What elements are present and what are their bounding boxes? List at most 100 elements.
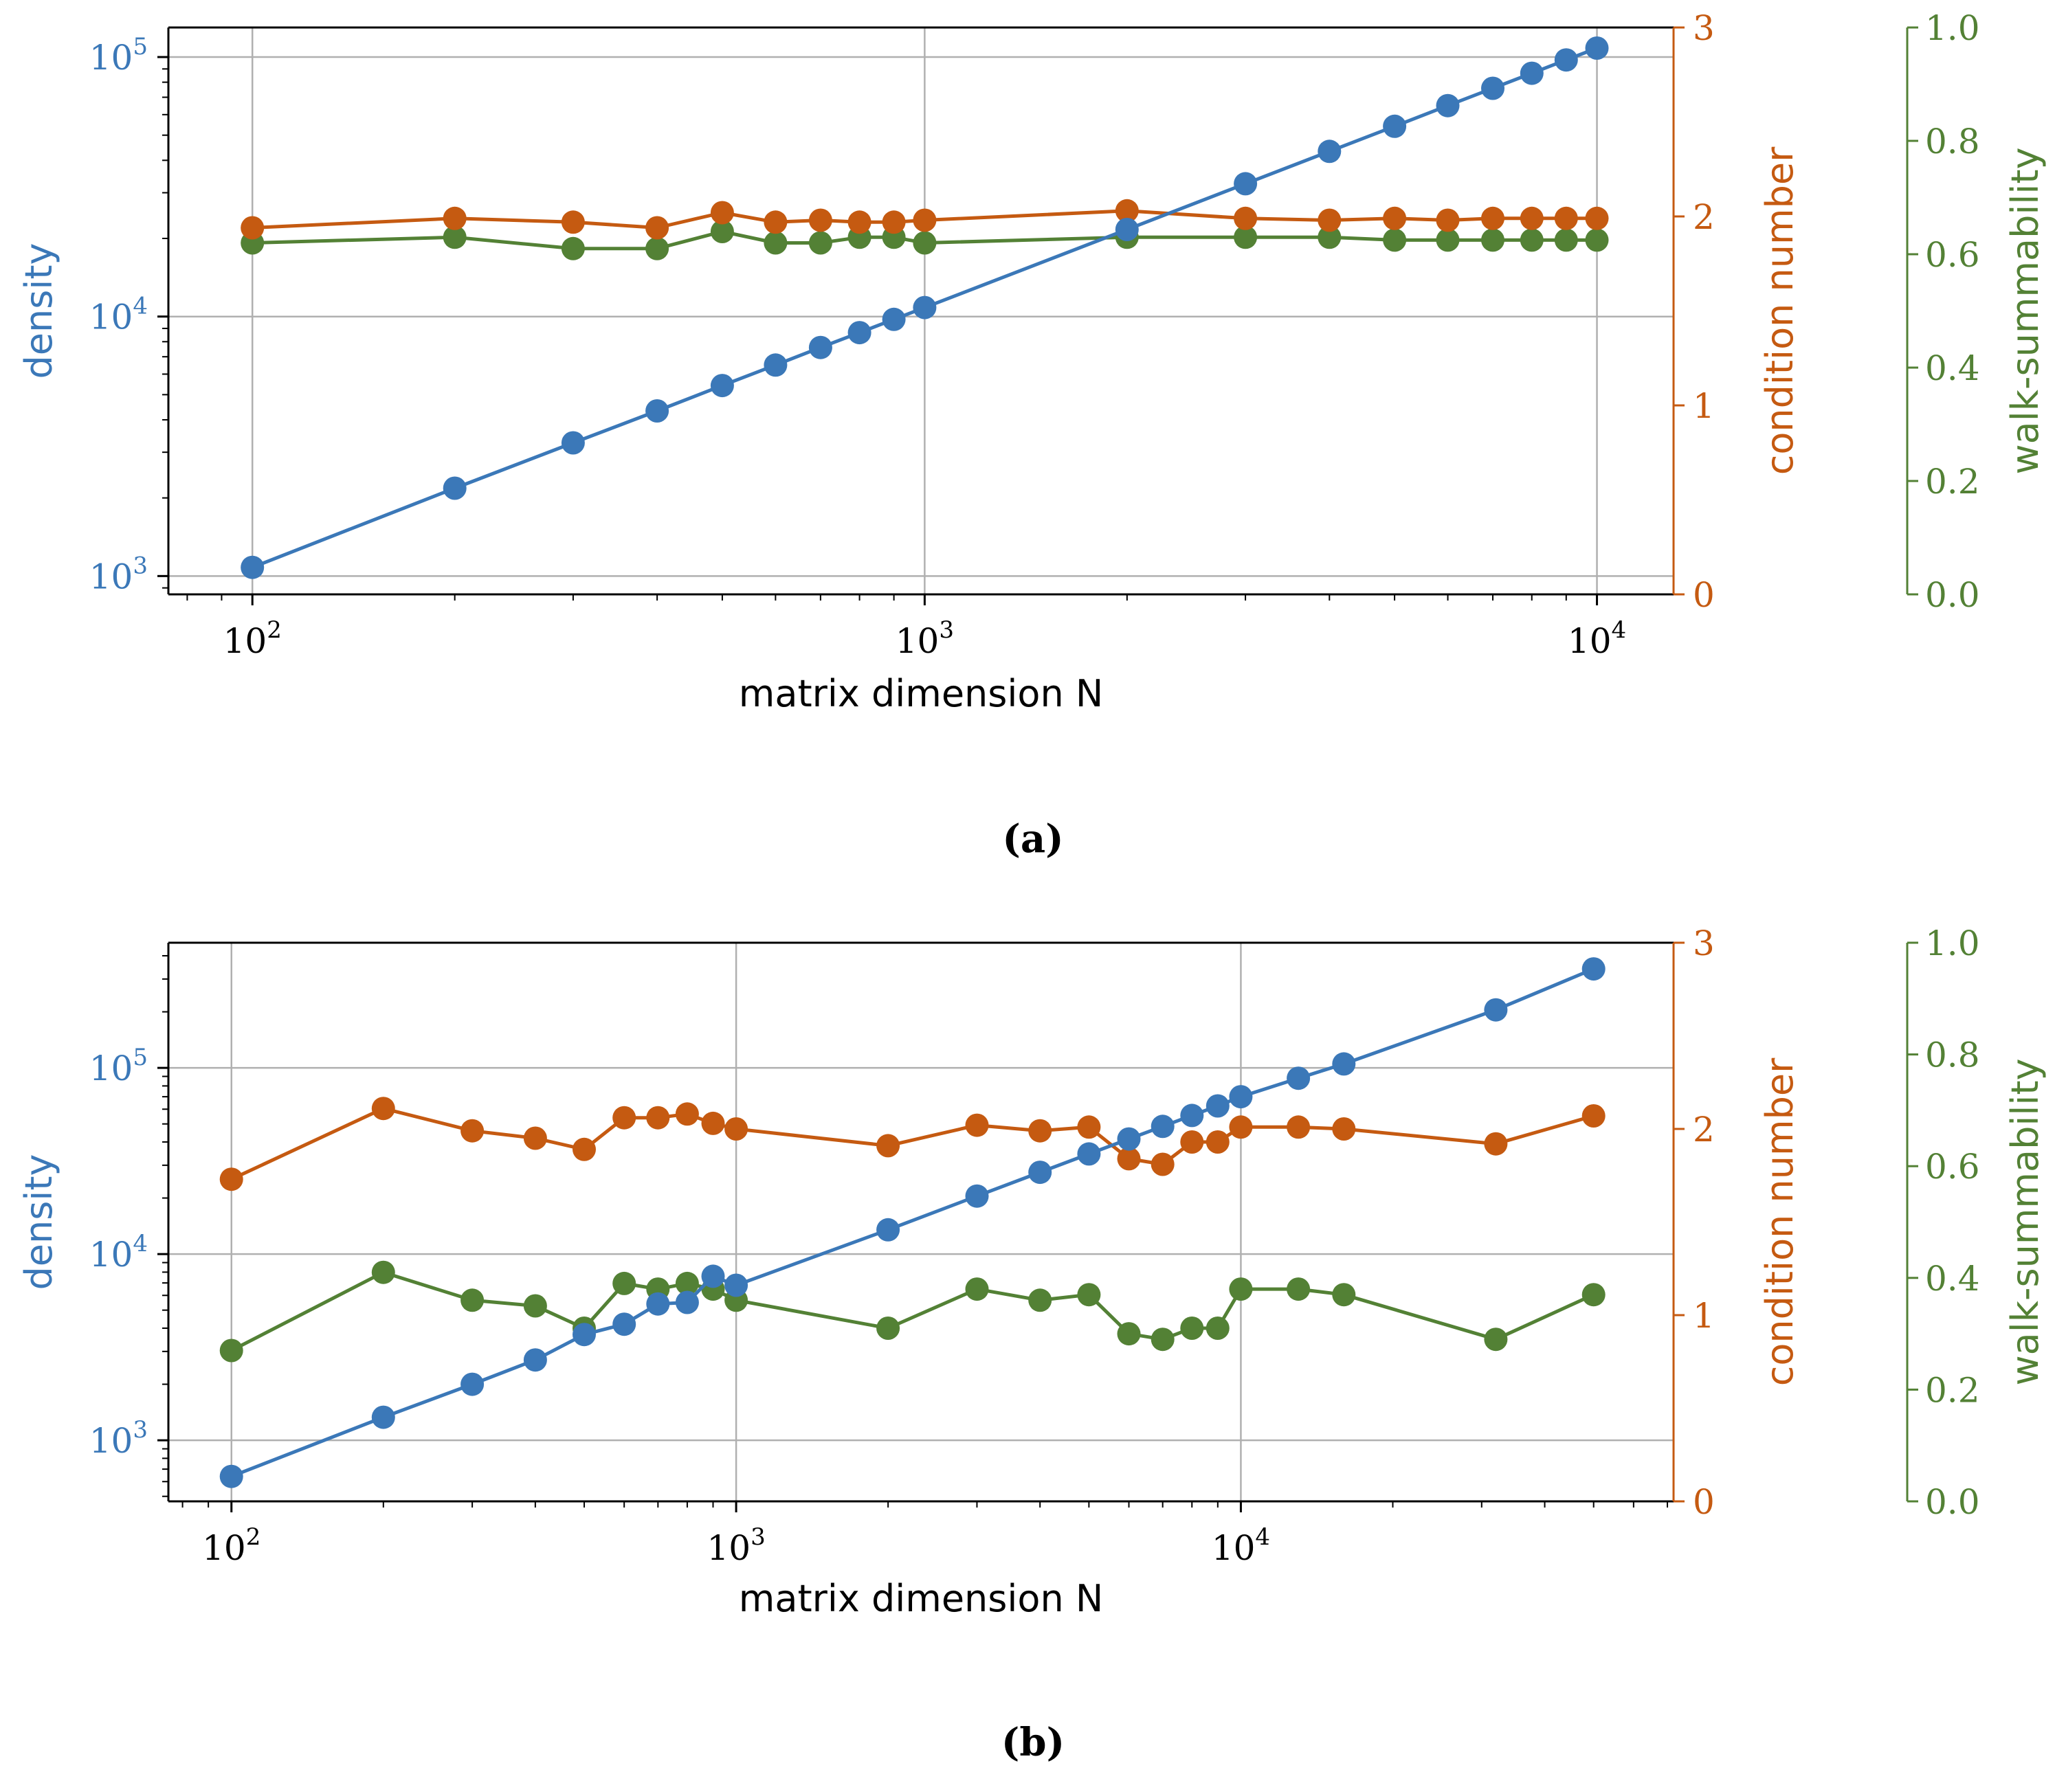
data-point: [1151, 1115, 1175, 1139]
data-point: [876, 1218, 900, 1242]
panel-b: 102 103 10410310410501230.00.20.40.60.81.0…: [17, 923, 2047, 1765]
y-left-tick-label-base: 10: [89, 557, 133, 596]
gridlines: [168, 943, 1674, 1501]
y-left-tick-label-exponent: 4: [133, 1230, 148, 1257]
data-point: [1484, 998, 1508, 1022]
y-right-axis-label: condition number: [1758, 146, 1801, 475]
data-point: [443, 225, 467, 249]
data-point: [1581, 1104, 1606, 1128]
data-point: [371, 1260, 395, 1284]
data-point: [443, 206, 467, 230]
data-point: [1151, 1152, 1175, 1176]
data-point: [1581, 957, 1606, 981]
data-point: [965, 1277, 989, 1301]
data-point: [1117, 1322, 1141, 1346]
y-left-tick-label: 105: [89, 1044, 148, 1088]
data-point: [241, 555, 265, 579]
data-point: [876, 1317, 900, 1340]
x-tick-label-base: 10: [707, 1528, 751, 1568]
x-tick-label: 104: [1568, 616, 1626, 661]
y-right-tick-label: 0: [1693, 575, 1715, 615]
data-point: [1520, 61, 1544, 85]
data-point: [460, 1288, 485, 1312]
y-left-tick-label-exponent: 5: [133, 1044, 148, 1071]
data-point: [1332, 1117, 1356, 1141]
data-point: [645, 236, 669, 260]
y-right-tick-label: 1: [1693, 1296, 1715, 1336]
data-point: [1234, 225, 1258, 249]
data-point: [1287, 1115, 1311, 1139]
data-point: [1151, 1328, 1175, 1352]
data-point: [645, 399, 669, 423]
x-tick-label-base: 10: [202, 1528, 246, 1568]
data-point: [573, 1137, 596, 1161]
data-point: [1520, 228, 1544, 252]
data-point: [808, 335, 832, 359]
y-left-axis-label: density: [17, 1154, 60, 1290]
series-condition-number: [241, 199, 1609, 240]
y-right2-tick-label: 1.0: [1925, 8, 1980, 48]
data-point: [1028, 1119, 1052, 1143]
data-point: [701, 1264, 725, 1288]
data-point: [1206, 1130, 1230, 1154]
x-tick-label-exponent: 2: [246, 1523, 261, 1551]
data-point: [1436, 208, 1460, 232]
data-point: [460, 1372, 485, 1396]
y-right2-tick-label: 0.0: [1925, 575, 1980, 615]
data-point: [1585, 36, 1609, 60]
data-point: [1117, 1147, 1141, 1171]
y-right-tick-label: 3: [1693, 8, 1715, 48]
x-tick-label-exponent: 4: [1612, 616, 1627, 644]
data-point: [443, 476, 467, 500]
x-tick-label: 103: [707, 1523, 765, 1568]
data-point: [1206, 1094, 1230, 1118]
data-point: [612, 1312, 636, 1336]
panel-a: 102 103 10410310410501230.00.20.40.60.81.0…: [17, 8, 2047, 862]
data-point: [1436, 228, 1460, 252]
data-point: [675, 1102, 699, 1126]
x-minor-ticks: [186, 594, 1599, 605]
data-point: [882, 307, 906, 331]
data-point: [1318, 139, 1342, 164]
x-tick-label: 102: [202, 1523, 260, 1568]
series-density: [219, 957, 1606, 1488]
y-right-tick-label: 0: [1693, 1482, 1715, 1522]
data-point: [1481, 228, 1504, 252]
y-left-tick-label: 105: [89, 33, 148, 78]
y-left-tick-label: 103: [89, 552, 148, 596]
data-point: [701, 1111, 725, 1135]
y-left-tick-label: 104: [89, 1230, 148, 1275]
data-point: [1028, 1288, 1052, 1312]
y-left-tick-label-base: 10: [89, 298, 133, 337]
data-point: [913, 208, 937, 232]
data-point: [1206, 1317, 1230, 1340]
y-right2-axis-label: walk-summability: [2003, 147, 2047, 474]
data-point: [675, 1271, 699, 1295]
data-point: [646, 1106, 670, 1130]
data-point: [965, 1113, 989, 1137]
y-right-tick-label: 1: [1693, 386, 1715, 426]
data-point: [808, 231, 832, 255]
data-point: [219, 1464, 243, 1488]
data-point: [219, 1339, 243, 1363]
y-right2-tick-label: 0.2: [1925, 1370, 1980, 1410]
data-point: [1318, 225, 1342, 249]
x-tick-label: 104: [1212, 1523, 1270, 1568]
data-point: [876, 1134, 900, 1158]
data-point: [764, 353, 788, 377]
data-point: [1234, 172, 1258, 196]
data-point: [1554, 206, 1578, 230]
x-tick-label-base: 10: [223, 621, 267, 661]
data-point: [882, 210, 906, 234]
y-right2-tick-label: 0.0: [1925, 1482, 1980, 1522]
x-tick-label-base: 10: [1568, 621, 1612, 661]
y-left-axis-label: density: [17, 243, 60, 379]
y-left-tick-label-exponent: 4: [133, 293, 148, 320]
x-tick-label-exponent: 3: [939, 616, 954, 644]
data-point: [1287, 1066, 1311, 1090]
data-point: [847, 210, 871, 234]
data-point: [764, 231, 788, 255]
data-point: [1180, 1317, 1204, 1340]
data-point: [1484, 1132, 1508, 1156]
y-right2-tick-label: 0.4: [1925, 1259, 1980, 1299]
